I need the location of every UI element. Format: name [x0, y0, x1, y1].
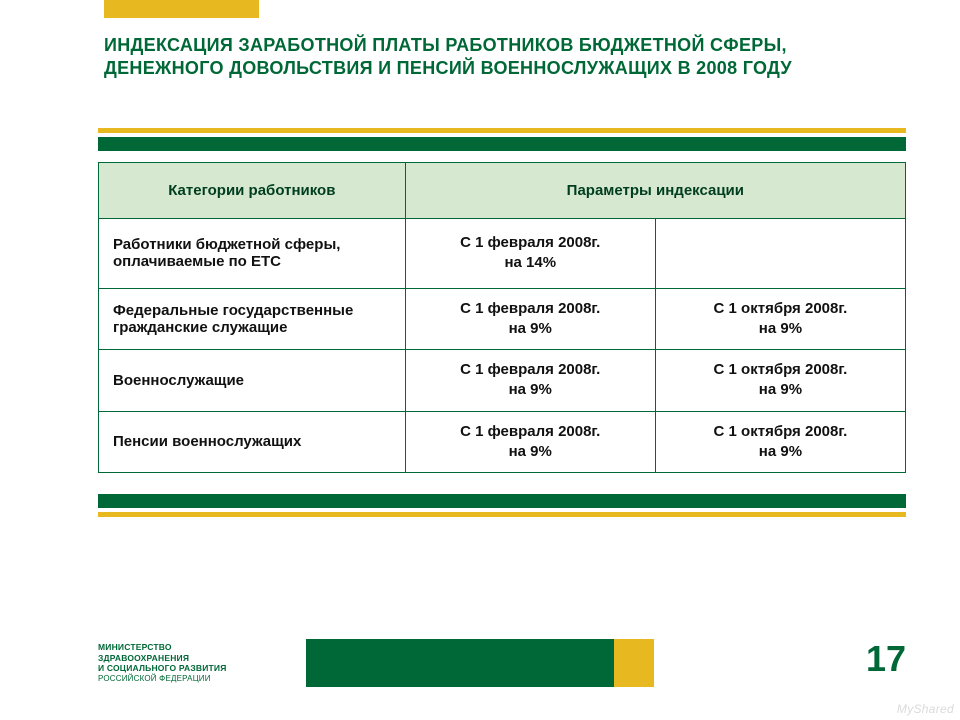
cell-category: Военнослужащие [99, 350, 406, 412]
divider-top [98, 128, 906, 151]
footer-bar-green [306, 639, 616, 687]
slide-footer: МИНИСТЕРСТВО ЗДРАВООХРАНЕНИЯ И СОЦИАЛЬНО… [98, 630, 906, 700]
cell-value: С 1 октября 2008г. на 9% [655, 288, 905, 350]
indexation-table: Категории работников Параметры индексаци… [98, 162, 906, 473]
cell-value: С 1 февраля 2008г. на 9% [405, 288, 655, 350]
col-header-category: Категории работников [99, 163, 406, 219]
cell-value: С 1 октября 2008г. на 9% [655, 411, 905, 473]
cell-value: С 1 октября 2008г. на 9% [655, 350, 905, 412]
page-number: 17 [866, 638, 906, 680]
slide-title: ИНДЕКСАЦИЯ ЗАРАБОТНОЙ ПЛАТЫ РАБОТНИКОВ Б… [104, 34, 900, 81]
table-row: Работники бюджетной сферы, оплачиваемые … [99, 219, 906, 289]
ministry-caption: МИНИСТЕРСТВО ЗДРАВООХРАНЕНИЯ И СОЦИАЛЬНО… [98, 642, 288, 684]
cell-value [655, 219, 905, 289]
cell-value: С 1 февраля 2008г. на 9% [405, 411, 655, 473]
cell-value: С 1 февраля 2008г. на 14% [405, 219, 655, 289]
watermark: MyShared [897, 702, 954, 716]
cell-category: Федеральные государственные гражданские … [99, 288, 406, 350]
divider-bottom [98, 494, 906, 517]
col-header-params: Параметры индексации [405, 163, 905, 219]
table-row: Военнослужащие С 1 февраля 2008г. на 9% … [99, 350, 906, 412]
footer-bar-yellow [614, 639, 654, 687]
table-row: Пенсии военнослужащих С 1 февраля 2008г.… [99, 411, 906, 473]
cell-category: Работники бюджетной сферы, оплачиваемые … [99, 219, 406, 289]
table-row: Федеральные государственные гражданские … [99, 288, 906, 350]
cell-category: Пенсии военнослужащих [99, 411, 406, 473]
top-accent-tab [104, 0, 259, 18]
cell-value: С 1 февраля 2008г. на 9% [405, 350, 655, 412]
